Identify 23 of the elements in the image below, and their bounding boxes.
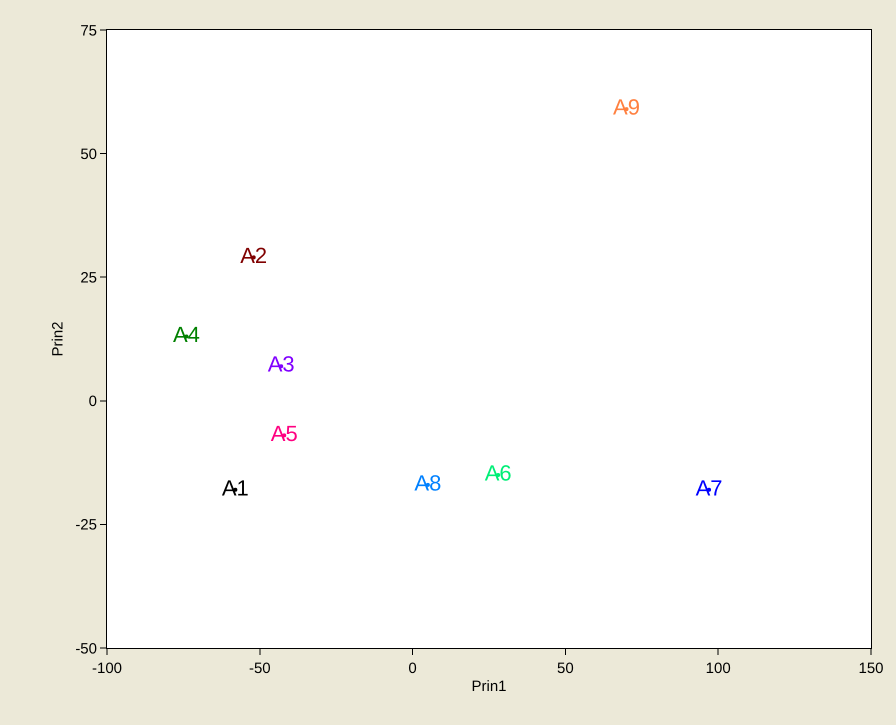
y-tick-label: 25 bbox=[80, 269, 97, 286]
y-tick-label: 0 bbox=[88, 393, 97, 410]
x-tick-label: 150 bbox=[858, 660, 884, 677]
series-label: A7 bbox=[696, 475, 722, 500]
x-tick-label: 0 bbox=[408, 660, 417, 677]
series-label: A1 bbox=[222, 475, 249, 500]
y-tick-label: 75 bbox=[80, 22, 97, 40]
series-label: A6 bbox=[484, 460, 512, 486]
series-label: A2 bbox=[240, 242, 268, 268]
series-label: A3 bbox=[268, 352, 295, 377]
series-label: A5 bbox=[270, 420, 298, 446]
y-tick-label: -25 bbox=[75, 516, 97, 534]
y-tick-label: -50 bbox=[75, 640, 97, 658]
x-tick-label: 100 bbox=[706, 660, 731, 677]
series-label: A4 bbox=[173, 322, 200, 348]
y-axis-title: Prin2 bbox=[50, 321, 67, 357]
x-tick-label: -100 bbox=[92, 660, 122, 677]
x-tick-label: 50 bbox=[557, 660, 574, 677]
series-label: A8 bbox=[414, 470, 442, 496]
x-tick-label: -50 bbox=[248, 660, 271, 677]
x-axis-title: Prin1 bbox=[471, 678, 507, 695]
series-label: A9 bbox=[613, 94, 640, 120]
y-tick-label: 50 bbox=[80, 146, 97, 163]
